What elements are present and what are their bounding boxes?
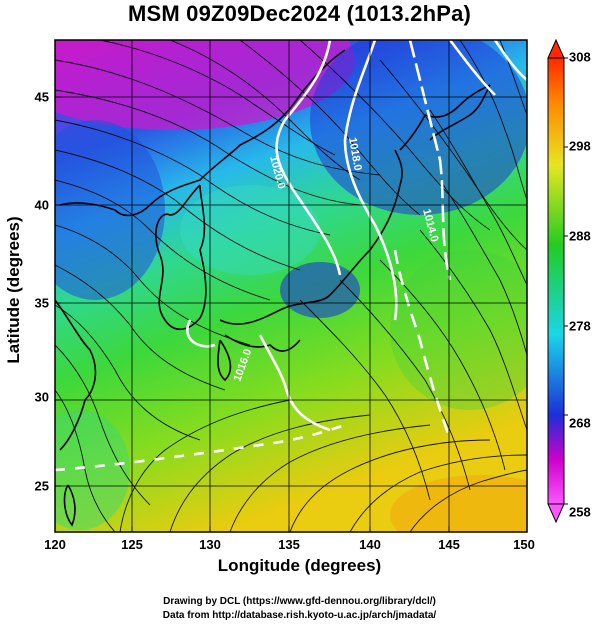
y-tick-label: 35 [34, 295, 49, 311]
x-tick-label: 140 [359, 537, 381, 552]
x-tick-label: 150 [513, 537, 535, 552]
colorbar [547, 38, 568, 524]
x-axis-label: Longitude (degrees) [217, 556, 382, 575]
x-tick-label: 130 [199, 537, 221, 552]
y-tick-label: 25 [34, 478, 49, 494]
y-tick-label: 45 [34, 89, 49, 105]
map-frame [54, 39, 528, 533]
colorbar-tick-label: 278 [569, 318, 591, 334]
y-axis-label: Latitude (degrees) [4, 216, 23, 364]
wind-streamlines [55, 40, 527, 532]
colorbar-tick-label: 308 [569, 49, 591, 65]
graticule [55, 40, 527, 532]
temperature-field [55, 40, 527, 532]
colorbar-tick-label: 268 [569, 415, 591, 431]
y-tick-label: 30 [34, 389, 49, 405]
drawing-credit: Drawing by DCL (https://www.gfd-dennou.o… [163, 596, 436, 607]
x-tick-label: 145 [438, 537, 460, 552]
isobar-label: 1018.0 [346, 136, 364, 171]
colorbar-tick-label: 298 [569, 138, 591, 154]
x-tick-label: 135 [278, 537, 300, 552]
colorbar-tick-label: 288 [569, 228, 591, 244]
x-tick-label: 125 [121, 537, 143, 552]
chart-title: MSM 09Z09Dec2024 (1013.2hPa) [127, 1, 472, 26]
x-tick-label: 120 [44, 537, 66, 552]
isobars [55, 40, 527, 472]
coastlines [55, 49, 491, 527]
data-credit: Data from http://database.rish.kyoto-u.a… [162, 610, 437, 621]
colorbar-tick-label: 258 [569, 504, 591, 520]
y-tick-label: 40 [34, 197, 49, 213]
